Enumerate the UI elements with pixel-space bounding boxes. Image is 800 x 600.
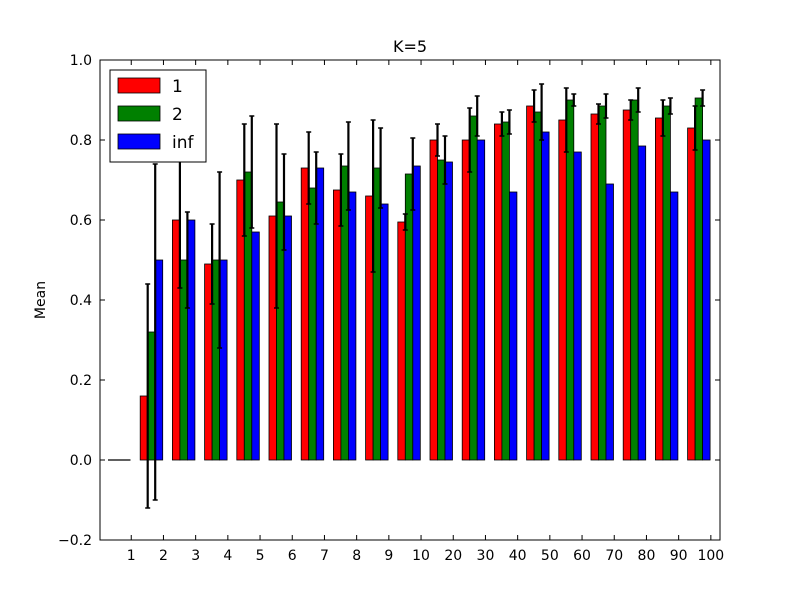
bar-2-100 (694, 97, 703, 461)
x-tick-label: 7 (320, 548, 329, 564)
x-tick-label: 4 (223, 548, 232, 564)
bar-inf-9 (380, 203, 389, 461)
bar-2-9 (372, 167, 382, 461)
bar-2-7 (308, 187, 317, 461)
bar-1-40 (493, 123, 503, 461)
legend-swatch-1 (117, 77, 161, 94)
x-tick-label: 9 (384, 548, 393, 564)
legend-label-inf: inf (172, 133, 194, 153)
bar-inf-30 (476, 139, 486, 461)
bar-1-50 (526, 105, 535, 461)
x-tick-label: 5 (256, 548, 265, 564)
legend-label-1: 1 (172, 77, 183, 97)
x-tick-label: 30 (477, 548, 495, 564)
legend-swatch-2 (117, 105, 161, 122)
bar-2-80 (630, 99, 639, 461)
bar-inf-5 (251, 231, 260, 461)
y-tick-label: 0.8 (70, 133, 92, 149)
bar-2-5 (243, 171, 253, 461)
x-tick-label: 8 (352, 548, 361, 564)
y-tick-label: 1.0 (70, 53, 92, 69)
bar-inf-20 (444, 161, 453, 461)
legend-swatch-inf (117, 133, 161, 150)
x-tick-label: 60 (573, 548, 591, 564)
bar-1-4 (204, 263, 213, 461)
bar-inf-8 (347, 191, 357, 461)
bar-2-70 (598, 105, 607, 461)
bar-inf-2 (154, 259, 164, 461)
bar-2-3 (179, 259, 188, 461)
bar-2-50 (533, 111, 542, 461)
x-tick-label: 90 (670, 548, 688, 564)
bar-1-80 (622, 109, 632, 461)
x-tick-label: 80 (638, 548, 656, 564)
bar-inf-60 (573, 151, 582, 461)
bar-2-20 (437, 159, 446, 461)
bar-2-2 (147, 331, 156, 461)
x-tick-label: 2 (159, 548, 168, 564)
bar-inf-6 (283, 215, 292, 461)
bar-inf-70 (605, 183, 614, 461)
bar-1-6 (268, 215, 277, 461)
bar-inf-3 (186, 219, 196, 461)
bar-inf-100 (702, 139, 711, 461)
bar-1-60 (558, 119, 567, 461)
bar-inf-4 (219, 259, 228, 461)
bar-2-60 (565, 99, 575, 461)
bar-inf-7 (315, 167, 325, 461)
bar-2-90 (662, 105, 671, 461)
x-tick-label: 100 (697, 548, 724, 564)
y-tick-label: −0.2 (58, 533, 92, 549)
chart-title: K=5 (393, 37, 427, 56)
bar-1-20 (429, 139, 438, 461)
x-tick-label: 6 (288, 548, 297, 564)
bar-1-10 (397, 221, 406, 461)
bar-2-4 (211, 259, 221, 461)
x-tick-label: 50 (541, 548, 559, 564)
bar-1-3 (171, 219, 181, 461)
y-tick-label: 0.0 (70, 453, 92, 469)
bar-1-90 (655, 117, 664, 461)
bar-inf-90 (670, 191, 679, 461)
x-tick-label: 10 (412, 548, 430, 564)
bar-2-40 (501, 121, 510, 461)
bar-inf-50 (541, 131, 550, 461)
bar-1-2 (139, 395, 149, 461)
bar-1-100 (687, 127, 696, 461)
bar-1-70 (590, 113, 599, 461)
x-tick-label: 1 (127, 548, 136, 564)
bar-1-30 (461, 139, 471, 461)
plot-area (108, 83, 711, 509)
x-tick-label: 20 (444, 548, 462, 564)
bar-inf-80 (637, 145, 647, 461)
bar-2-6 (276, 201, 285, 461)
x-tick-label: 3 (191, 548, 200, 564)
y-tick-label: 0.6 (70, 213, 92, 229)
bar-1-9 (365, 195, 374, 461)
bar-1-5 (236, 179, 245, 461)
bar-1-8 (332, 189, 342, 461)
bar-inf-10 (412, 165, 421, 461)
bar-inf-40 (508, 191, 518, 461)
y-tick-label: 0.2 (70, 373, 92, 389)
axis-ticks: −0.2 0.0 0.2 0.4 0.6 0.8 1.0 1 2 3 4 5 6 7 8 9 10 20 30 40 5… (58, 53, 724, 564)
legend-label-2: 2 (172, 105, 183, 125)
legend: 1 2 inf (109, 69, 207, 163)
bar-2-10 (404, 173, 414, 461)
y-tick-label: 0.4 (70, 293, 92, 309)
y-axis-label: Mean (33, 281, 49, 319)
bar-1-7 (300, 167, 310, 461)
x-tick-label: 40 (509, 548, 527, 564)
x-tick-label: 70 (605, 548, 623, 564)
bar-2-30 (469, 115, 478, 461)
